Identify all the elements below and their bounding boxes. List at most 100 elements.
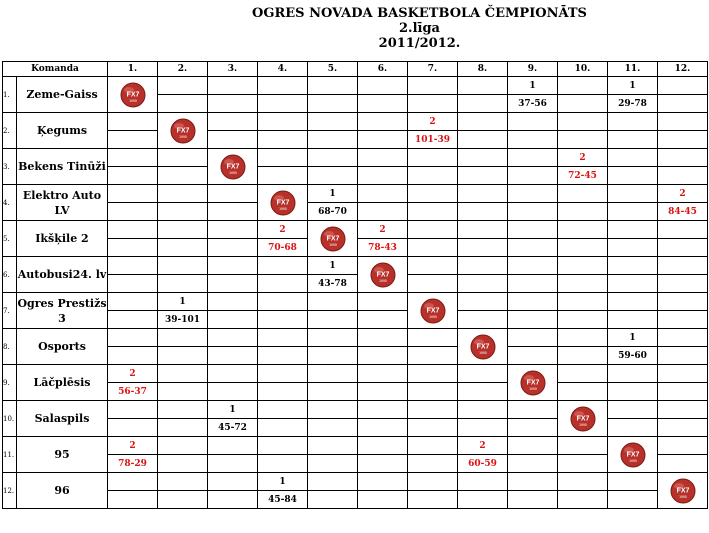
column-header: 5. (307, 61, 358, 77)
svg-text:FX7: FX7 (526, 379, 539, 386)
score-value (458, 275, 507, 292)
points-value (408, 437, 457, 455)
points-value (458, 77, 507, 95)
points-value (358, 149, 407, 167)
points-value (308, 365, 357, 383)
points-value (208, 329, 257, 347)
points-value (308, 149, 357, 167)
points-value (458, 293, 507, 311)
result-cell (557, 220, 608, 257)
score-value (158, 455, 207, 472)
column-header: 7. (407, 61, 458, 77)
score-value (508, 311, 557, 328)
score-value (108, 347, 157, 364)
points-value: 1 (508, 77, 557, 95)
column-header: 4. (257, 61, 308, 77)
svg-text:FX7: FX7 (376, 271, 389, 278)
score-value (658, 419, 707, 436)
row-number: 4. (2, 184, 17, 221)
score-value (308, 131, 357, 148)
score-value (408, 491, 457, 508)
points-value (408, 221, 457, 239)
result-cell (457, 400, 508, 437)
result-cell (257, 436, 308, 473)
points-value (358, 473, 407, 491)
points-value: 2 (558, 149, 607, 167)
score-value (458, 131, 507, 148)
result-cell (307, 112, 358, 149)
score-value (358, 167, 407, 184)
team-name: Zeme-Gaiss (16, 76, 108, 113)
result-cell (257, 148, 308, 185)
result-cell (407, 364, 458, 401)
score-value (608, 239, 657, 256)
points-value (508, 185, 557, 203)
score-value (608, 383, 657, 400)
score-value (408, 203, 457, 220)
points-value (558, 221, 607, 239)
result-cell (207, 184, 258, 221)
row-number: 1. (2, 76, 17, 113)
result-cell (507, 472, 558, 509)
result-cell (407, 256, 458, 293)
points-value (108, 113, 157, 131)
result-cell (207, 328, 258, 365)
result-cell (357, 184, 408, 221)
score-value (308, 167, 357, 184)
points-value (108, 329, 157, 347)
score-value (158, 167, 207, 184)
svg-text:FX7: FX7 (126, 91, 139, 98)
result-cell (157, 256, 208, 293)
result-cell (207, 256, 258, 293)
points-value (658, 437, 707, 455)
points-value (408, 401, 457, 419)
result-cell (207, 76, 258, 113)
points-value (158, 329, 207, 347)
result-cell (507, 328, 558, 365)
result-cell (357, 400, 408, 437)
points-value (408, 257, 457, 275)
row-number: 8. (2, 328, 17, 365)
result-cell (307, 400, 358, 437)
score-value (658, 239, 707, 256)
result-cell (107, 220, 158, 257)
score-value (658, 455, 707, 472)
score-value (408, 95, 457, 112)
result-cell: FX7 1990 (207, 148, 258, 185)
table-row: 4. Elektro Auto LV FX7 1990 1 68-70 2 84-45 (2, 184, 708, 221)
points-value: 1 (608, 77, 657, 95)
points-value (158, 149, 207, 167)
result-cell (357, 364, 408, 401)
result-cell (157, 472, 208, 509)
result-cell (157, 184, 208, 221)
result-cell (357, 292, 408, 329)
result-cell (557, 112, 608, 149)
result-cell: 2 84-45 (657, 184, 708, 221)
result-cell (557, 292, 608, 329)
title-line-3: 2011/2012. (378, 36, 461, 51)
score-value (558, 311, 607, 328)
result-cell: 2 78-29 (107, 436, 158, 473)
result-cell (107, 292, 158, 329)
result-cell: FX7 1990 (507, 364, 558, 401)
result-cell: 1 39-101 (157, 292, 208, 329)
points-value (458, 401, 507, 419)
points-value (408, 473, 457, 491)
score-value (458, 491, 507, 508)
points-value (158, 221, 207, 239)
result-cell (107, 328, 158, 365)
result-cell (257, 328, 308, 365)
score-value (258, 419, 307, 436)
score-value (408, 383, 457, 400)
result-cell (407, 76, 458, 113)
score-value: 101-39 (414, 134, 451, 145)
score-value (458, 239, 507, 256)
score-value: 59-60 (618, 350, 647, 361)
result-cell: 2 60-59 (457, 436, 508, 473)
points-value (208, 293, 257, 311)
